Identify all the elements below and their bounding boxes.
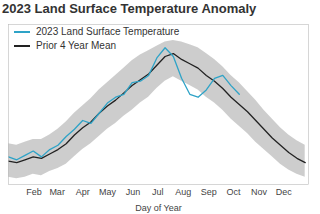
- svg-text:Oct: Oct: [226, 187, 241, 197]
- svg-text:Jun: Jun: [126, 187, 141, 197]
- svg-text:Day of Year: Day of Year: [135, 203, 182, 213]
- svg-text:Aug: Aug: [175, 187, 191, 197]
- svg-text:Sep: Sep: [201, 187, 217, 197]
- svg-text:May: May: [99, 187, 117, 197]
- html-text:2023 Land Surface Temperature: 2023 Land Surface Temperature Anomaly: [2, 1, 257, 16]
- svg-text:Dec: Dec: [276, 187, 293, 197]
- html-text:Prior 4 Year Mean: Prior 4 Year Mean: [36, 40, 117, 51]
- svg-text:Nov: Nov: [251, 187, 268, 197]
- svg-text:Apr: Apr: [76, 187, 90, 197]
- html-text:2023 Land Surface Temperature: 2023 Land Surface Temperature: [36, 26, 180, 37]
- svg-text:Feb: Feb: [26, 187, 42, 197]
- svg-text:Jul: Jul: [152, 187, 164, 197]
- svg-text:Mar: Mar: [49, 187, 65, 197]
